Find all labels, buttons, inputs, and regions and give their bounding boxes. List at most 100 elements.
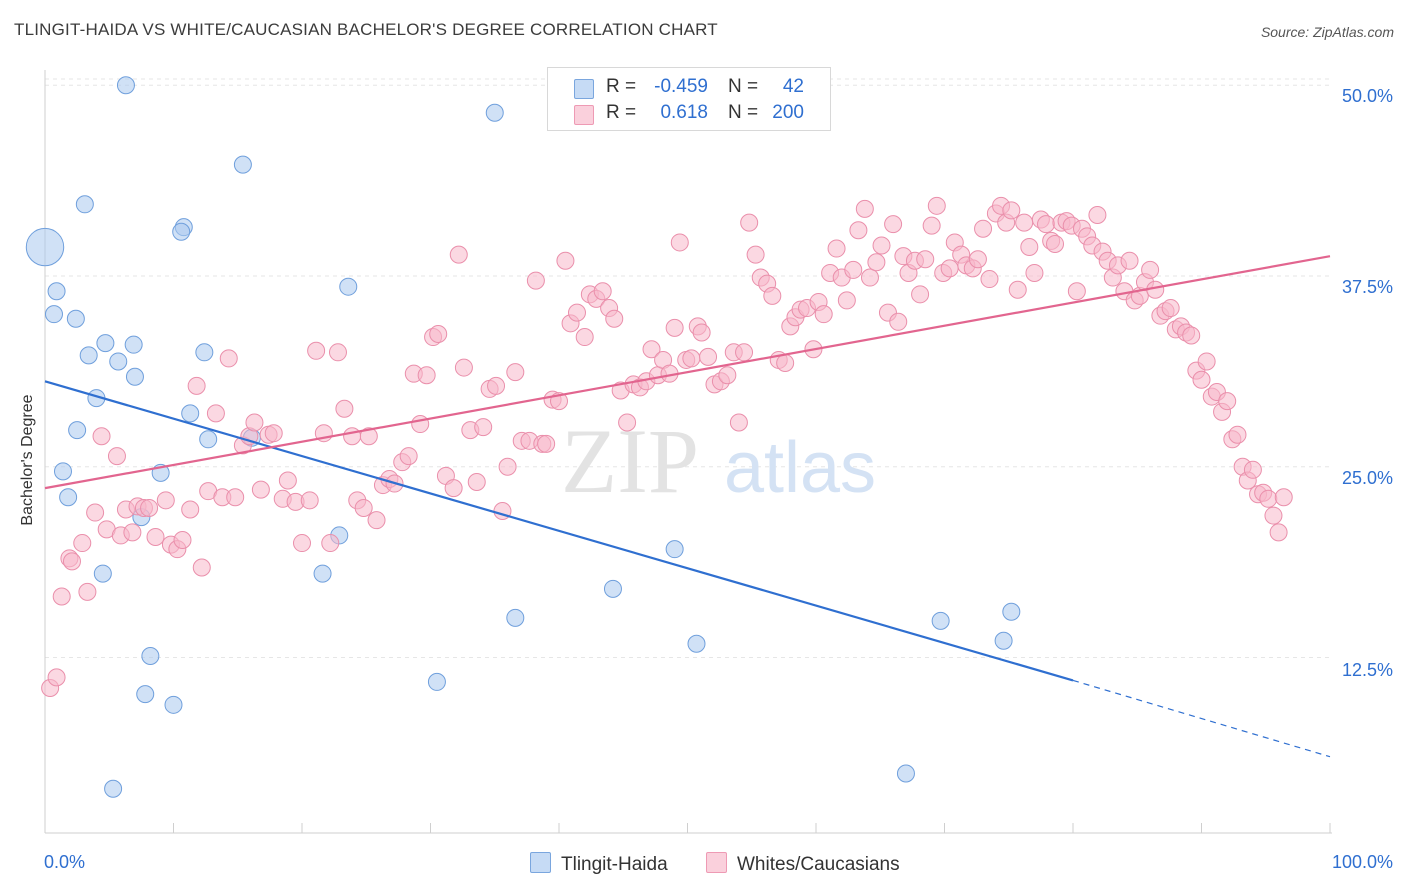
data-points [25,76,1293,798]
point-whites [980,270,999,289]
n-value: 42 [782,76,804,97]
point-tlingit-haida [93,564,112,583]
point-whites [359,427,378,446]
point-whites [1269,523,1288,542]
point-tlingit-haida [66,309,85,328]
point-whites [567,303,586,322]
point-tlingit-haida [68,421,87,440]
point-tlingit-haida [994,631,1013,650]
point-whites [740,213,759,232]
point-tlingit-haida [141,646,160,665]
point-tlingit-haida [125,367,144,386]
point-tlingit-haida [931,611,950,630]
point-whites [889,312,908,331]
point-tlingit-haida [44,305,63,324]
r-value: 0.618 [660,102,708,123]
point-whites [718,366,737,385]
legend-label-whites: Whites/Caucasians [737,854,900,875]
point-whites [328,343,347,362]
point-whites [107,447,126,466]
trend-lines [44,255,1331,758]
point-whites [526,271,545,290]
point-whites [1120,251,1139,270]
point-whites [156,491,175,510]
point-tlingit-haida [485,103,504,122]
point-whites [146,527,165,546]
point-whites [776,353,795,372]
point-whites [498,457,517,476]
point-tlingit-haida [233,155,252,174]
point-whites [429,324,448,343]
point-whites [264,424,283,443]
point-whites [1243,460,1262,479]
point-whites [444,479,463,498]
point-whites [699,347,718,366]
point-whites [78,582,97,601]
point-tlingit-haida [687,634,706,653]
point-whites [837,291,856,310]
point-whites [454,358,473,377]
point-whites [467,473,486,492]
point-tlingit-haida [116,76,135,95]
point-whites [1197,352,1216,371]
point-whites [417,366,436,385]
point-whites [251,480,270,499]
point-tlingit-haida [181,404,200,423]
point-whites [411,415,430,434]
point-whites [1002,201,1021,220]
legend-swatch-pink [706,852,727,873]
r-label: R = [606,102,637,123]
point-whites [300,491,319,510]
point-whites [1037,215,1056,234]
point-tlingit-haida [75,195,94,214]
stats-legend: R = -0.459 N = 42 R = 0.618 N = 200 [547,67,831,131]
point-whites [1264,506,1283,525]
watermark-atlas: atlas [724,428,876,508]
point-tlingit-haida [47,282,66,301]
point-tlingit-haida [313,564,332,583]
point-whites [763,286,782,305]
point-tlingit-haida [79,346,98,365]
r-label: R = [606,76,637,97]
legend-swatch-blue [530,852,551,873]
point-whites [293,534,311,553]
point-whites [746,245,765,264]
legend-swatch-pink [574,105,594,125]
point-whites [670,233,689,252]
point-whites [860,268,879,287]
point-whites [618,413,637,432]
point-whites [354,498,373,517]
point-whites [1218,392,1237,411]
point-whites [537,434,556,453]
point-whites [474,418,493,437]
point-whites [1088,205,1107,224]
point-whites [1141,260,1160,279]
r-value: -0.459 [654,76,708,97]
point-whites [968,250,987,269]
point-whites [642,340,661,359]
point-whites [181,500,200,519]
point-whites [123,523,142,542]
point-whites [399,447,418,466]
point-whites [922,216,941,235]
point-whites [343,427,362,446]
point-whites [867,253,886,272]
point-tlingit-haida [124,335,143,354]
point-whites [884,215,903,234]
point-tlingit-haida [896,764,915,783]
point-tlingit-haida [136,685,155,704]
point-whites [692,323,711,342]
point-whites [1020,238,1039,257]
legend-label-tlingit-haida: Tlingit-Haida [561,854,668,875]
point-whites [1161,299,1180,318]
point-whites [367,511,386,530]
n-value: 200 [772,102,804,123]
x-tick-max: 100.0% [1331,852,1393,872]
n-label: N = [728,102,759,123]
point-whites [219,349,238,368]
point-whites [52,587,71,606]
point-whites [192,558,211,577]
point-whites [226,488,245,507]
trend-line-tlingit-haida [44,380,1074,682]
point-whites [575,328,594,347]
